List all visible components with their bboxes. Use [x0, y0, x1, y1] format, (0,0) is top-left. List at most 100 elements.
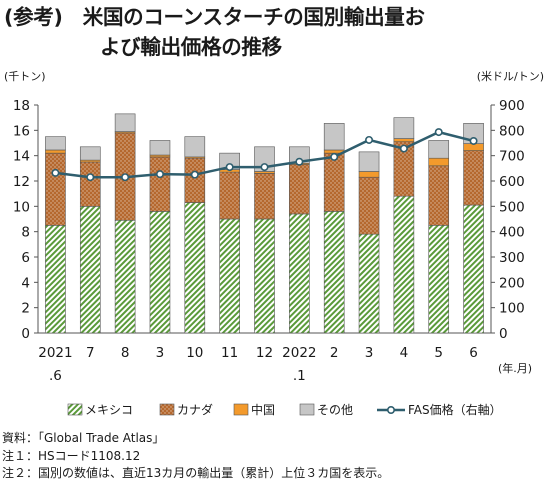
fas-price-point: [260, 163, 269, 172]
bar-other: [79, 146, 101, 161]
bar-canada: [79, 161, 101, 207]
y-tick-label-left: 6: [21, 250, 30, 266]
chart-title-line2: よび輸出価格の推移: [100, 35, 282, 59]
y-tick-label-left: 0: [21, 326, 30, 342]
legend-other-label: その他: [317, 403, 353, 417]
bar-canada: [219, 171, 240, 220]
legend-china-label: 中国: [251, 402, 275, 417]
bar-mexico: [323, 211, 345, 334]
x-tick-label: 11: [221, 345, 238, 361]
y-tick-label-left: 4: [21, 275, 30, 291]
bar-mexico: [219, 218, 240, 334]
x-tick-sublabel: .1: [293, 368, 306, 384]
legend-other-swatch: [299, 403, 315, 416]
bar-china: [393, 138, 415, 143]
y-tick-label-left: 8: [21, 225, 30, 241]
x-tick-label: 6: [469, 345, 478, 361]
y-tick-label-right: 100: [499, 301, 525, 317]
bar-mexico: [149, 211, 171, 334]
bar-mexico: [358, 233, 380, 334]
x-tick-label: 4: [400, 345, 409, 361]
bar-mexico: [428, 225, 450, 334]
bar-other: [114, 113, 136, 132]
notes: 資料：「Global Trade Atlas」 注１：HSコード1108.12 …: [2, 430, 389, 483]
legend-mexico-label: メキシコ: [85, 403, 133, 417]
y-tick-label-right: 500: [499, 199, 525, 215]
bar-mexico: [79, 206, 101, 334]
chart-title-line1: (参考) 米国のコーンスターチの国別輸出量お: [4, 5, 425, 29]
legend-fas-label: FAS価格（右軸）: [408, 402, 502, 417]
y-tick-label-left: 18: [13, 98, 30, 114]
bar-other: [149, 140, 171, 156]
bar-mexico: [289, 213, 310, 334]
x-tick-label: 10: [186, 345, 203, 361]
x-axis-unit: (年.月): [498, 361, 532, 375]
x-tick-sublabel: .6: [49, 368, 62, 384]
x-tick-label: 8: [121, 345, 130, 361]
y-tick-label-right: 0: [499, 326, 508, 342]
bar-other: [358, 151, 380, 172]
x-tick-label: 7: [86, 345, 95, 361]
fas-price-point: [225, 163, 234, 172]
y-tick-label-left: 2: [21, 301, 30, 317]
y-tick-label-left: 14: [13, 149, 30, 165]
bar-other: [45, 136, 66, 151]
y-axis-unit-left: (千トン): [4, 70, 46, 83]
note-1: 注１：HSコード1108.12: [2, 448, 141, 463]
fas-price-point: [469, 136, 478, 145]
y-tick-label-right: 700: [499, 149, 525, 165]
bar-mexico: [114, 219, 136, 334]
x-tick-label: 3: [156, 345, 165, 361]
bar-other: [323, 123, 345, 151]
y-tick-label-right: 200: [499, 275, 525, 291]
bar-canada: [45, 152, 66, 226]
y-tick-label-right: 800: [499, 123, 525, 139]
bar-mexico: [254, 218, 275, 334]
fas-price-point: [330, 152, 339, 161]
bar-mexico: [393, 195, 415, 334]
y-tick-label-left: 10: [13, 199, 30, 215]
x-tick-label: 5: [434, 345, 443, 361]
note-2: 注２：国別の数値は、直近13カ月の輸出量（累計）上位３カ国を表示。: [2, 466, 390, 480]
y-tick-label-left: 12: [13, 174, 30, 190]
bar-china: [358, 171, 380, 178]
legend-china-swatch: [233, 403, 249, 416]
bar-canada: [358, 176, 380, 235]
bar-other: [393, 117, 415, 139]
bar-mexico: [463, 204, 484, 334]
bar-mexico: [184, 202, 206, 334]
fas-price-point: [399, 144, 408, 153]
bar-canada: [149, 156, 171, 212]
y-tick-label-right: 300: [499, 250, 525, 266]
legend-canada-label: カナダ: [177, 402, 213, 417]
fas-price-point: [51, 168, 60, 177]
bar-canada: [323, 152, 345, 212]
bar-china: [45, 149, 66, 154]
chart-title: (参考) 米国のコーンスターチの国別輸出量お よび輸出価格の推移: [4, 2, 544, 62]
x-tick-label: 12: [256, 345, 273, 361]
x-tick-label: 2: [330, 345, 339, 361]
bar-other: [184, 136, 206, 158]
bar-canada: [463, 150, 484, 206]
y-tick-label-right: 600: [499, 174, 525, 190]
x-tick-label: 2022: [282, 345, 316, 361]
y-tick-label-left: 16: [13, 123, 30, 139]
fas-price-point: [365, 135, 374, 144]
fas-price-point: [295, 157, 304, 166]
y-axis-unit-right: (米ドル/トン): [477, 70, 544, 83]
bar-china: [428, 157, 450, 167]
bar-canada: [254, 173, 275, 220]
fas-price-point: [434, 128, 443, 137]
bar-canada: [428, 165, 450, 226]
bar-other: [428, 140, 450, 159]
legend-fas-marker: [386, 405, 395, 414]
y-tick-label-right: 400: [499, 225, 525, 241]
fas-price-point: [155, 170, 164, 179]
fas-price-point: [86, 173, 95, 182]
legend-canada-swatch: [159, 403, 175, 416]
y-tick-label-right: 900: [499, 98, 525, 114]
bar-canada: [289, 164, 310, 215]
fas-price-point: [190, 170, 199, 179]
x-tick-label: 3: [365, 345, 374, 361]
